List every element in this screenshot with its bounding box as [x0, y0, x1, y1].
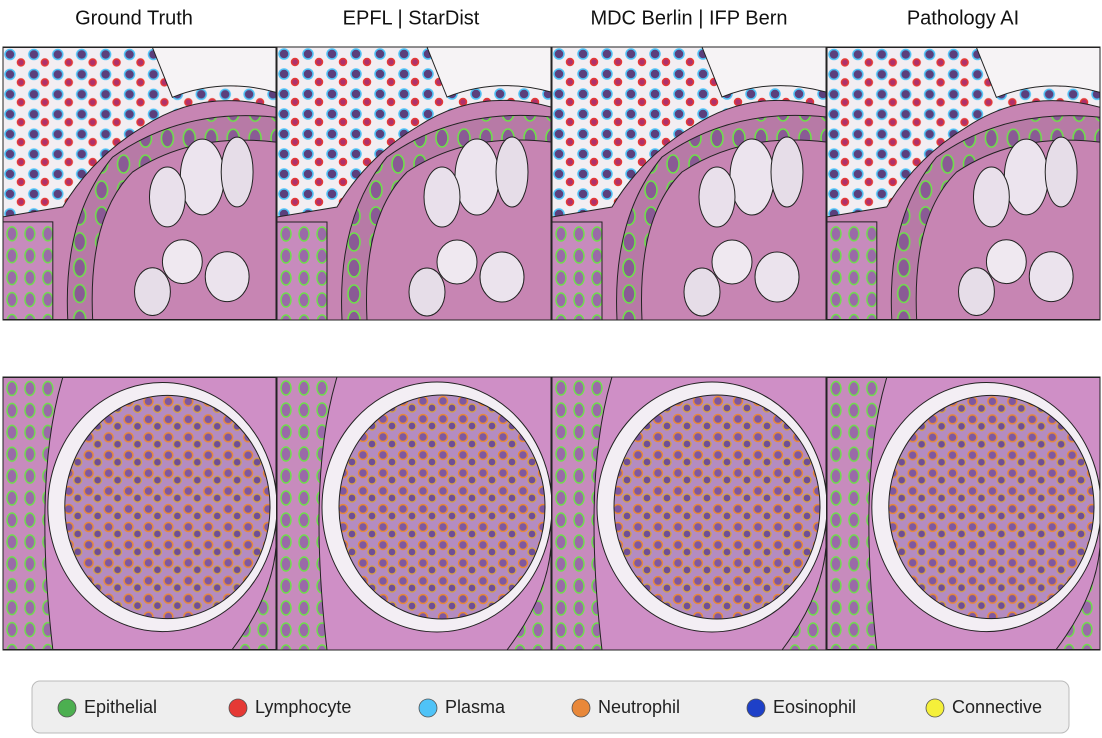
tissue-image	[3, 47, 276, 320]
tissue-image	[277, 377, 551, 650]
tissue-image	[3, 377, 276, 650]
legend-swatch	[571, 698, 591, 718]
legend-label: Lymphocyte	[255, 697, 351, 717]
legend: Epithelial Lymphocyte Plasma Neutrophil Eosi…	[57, 697, 1042, 718]
legend-swatch	[925, 698, 945, 718]
column-title: EPFL | StarDist	[343, 7, 480, 29]
legend-label: Plasma	[445, 697, 506, 717]
image-grid	[2, 46, 1101, 651]
tissue-image	[827, 377, 1100, 650]
legend-swatch	[57, 698, 77, 718]
legend-label: Neutrophil	[598, 697, 680, 717]
column-title: Ground Truth	[75, 7, 193, 29]
legend-label: Connective	[952, 697, 1042, 717]
column-title: MDC Berlin | IFP Bern	[590, 7, 787, 29]
legend-box	[31, 680, 1070, 734]
legend-label: Epithelial	[84, 697, 157, 717]
legend-swatch	[418, 698, 438, 718]
tissue-image	[552, 377, 826, 650]
legend-label: Eosinophil	[773, 697, 856, 717]
column-title: Pathology AI	[907, 7, 1019, 29]
tissue-image	[277, 47, 551, 320]
tissue-image	[552, 47, 826, 320]
legend-swatch	[746, 698, 766, 718]
tissue-image	[827, 47, 1100, 320]
legend-swatch	[228, 698, 248, 718]
